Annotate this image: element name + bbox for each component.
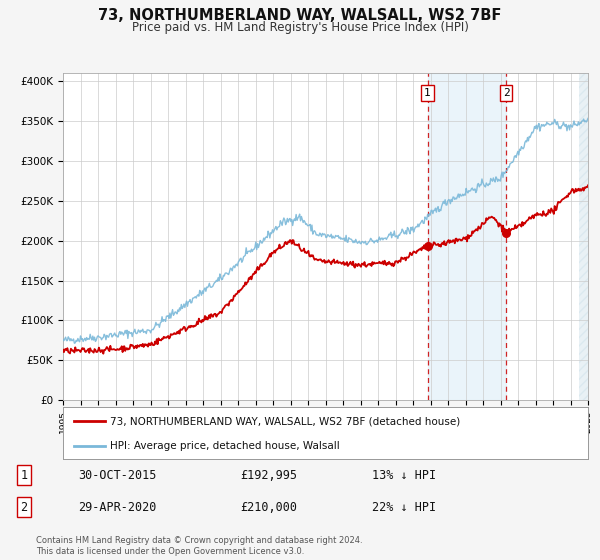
Text: 13% ↓ HPI: 13% ↓ HPI	[372, 469, 436, 482]
Text: Contains HM Land Registry data © Crown copyright and database right 2024.
This d: Contains HM Land Registry data © Crown c…	[36, 536, 362, 556]
Text: 1: 1	[20, 469, 28, 482]
Text: 73, NORTHUMBERLAND WAY, WALSALL, WS2 7BF (detached house): 73, NORTHUMBERLAND WAY, WALSALL, WS2 7BF…	[110, 416, 461, 426]
Text: 73, NORTHUMBERLAND WAY, WALSALL, WS2 7BF: 73, NORTHUMBERLAND WAY, WALSALL, WS2 7BF	[98, 8, 502, 24]
Text: £192,995: £192,995	[240, 469, 297, 482]
Text: 1: 1	[424, 88, 431, 98]
Text: 22% ↓ HPI: 22% ↓ HPI	[372, 501, 436, 514]
Bar	[428, 73, 506, 400]
Bar	[579, 73, 588, 400]
Text: 2: 2	[20, 501, 28, 514]
Text: £210,000: £210,000	[240, 501, 297, 514]
Text: 2: 2	[503, 88, 509, 98]
Text: Price paid vs. HM Land Registry's House Price Index (HPI): Price paid vs. HM Land Registry's House …	[131, 21, 469, 34]
Text: 29-APR-2020: 29-APR-2020	[78, 501, 157, 514]
Text: HPI: Average price, detached house, Walsall: HPI: Average price, detached house, Wals…	[110, 441, 340, 451]
Text: 30-OCT-2015: 30-OCT-2015	[78, 469, 157, 482]
